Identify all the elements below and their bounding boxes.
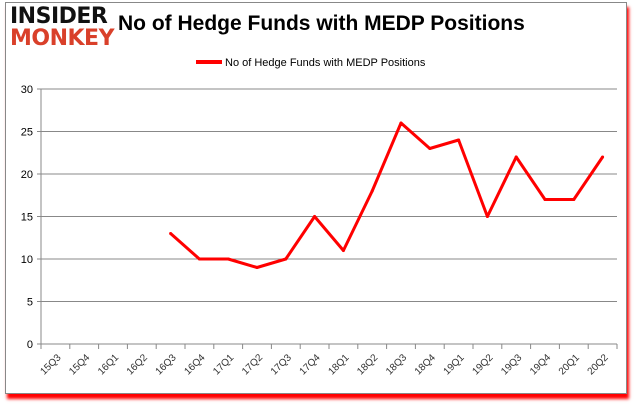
x-tick-label: 20Q2 [586, 352, 611, 377]
data-point [457, 138, 461, 142]
y-tick-label: 10 [21, 254, 33, 266]
x-tick-label: 15Q4 [67, 352, 92, 377]
x-tick-label: 15Q3 [38, 352, 63, 377]
data-point [601, 155, 605, 159]
x-tick-label: 16Q2 [125, 352, 150, 377]
series-line [169, 121, 604, 269]
y-tick-label: 0 [27, 339, 33, 351]
x-tick-label: 19Q2 [470, 352, 495, 377]
data-point [399, 121, 403, 125]
data-point [485, 215, 489, 218]
x-tick-label: 19Q1 [442, 352, 467, 377]
insider-monkey-logo: INSIDER MONKEY [10, 4, 115, 51]
data-point [255, 266, 259, 269]
x-tick-label: 19Q3 [499, 352, 524, 377]
x-tick-label: 16Q4 [182, 352, 207, 377]
logo-line2: MONKEY [10, 26, 115, 51]
x-tick-label: 17Q1 [211, 352, 236, 377]
logo-line1: INSIDER [10, 4, 108, 29]
y-tick-label: 15 [21, 212, 33, 224]
y-tick-label: 25 [21, 127, 33, 139]
x-tick-label: 17Q4 [298, 352, 323, 377]
x-tick-label: 18Q3 [384, 352, 409, 377]
x-tick-label: 20Q1 [557, 352, 582, 377]
x-tick-label: 16Q1 [96, 352, 121, 377]
x-tick-label: 18Q4 [413, 352, 438, 377]
data-point [514, 155, 518, 159]
x-tick-label: 19Q4 [528, 352, 553, 377]
x-tick-label: 17Q2 [240, 352, 265, 377]
x-tick-label: 17Q3 [269, 352, 294, 377]
x-tick-label: 18Q1 [326, 352, 351, 377]
chart-frame [5, 2, 627, 394]
x-tick-label: 18Q2 [355, 352, 380, 377]
legend-label: No of Hedge Funds with MEDP Positions [225, 57, 426, 69]
x-tick-label: 16Q3 [154, 352, 179, 377]
y-tick-label: 5 [27, 297, 33, 309]
data-point [543, 198, 547, 201]
data-point [284, 257, 288, 261]
y-tick-label: 20 [21, 169, 33, 181]
data-point [428, 147, 432, 150]
y-tick-label: 30 [21, 84, 33, 96]
data-point [370, 189, 374, 193]
data-point [197, 257, 201, 261]
data-point [169, 232, 173, 235]
chart-title: No of Hedge Funds with MEDP Positions [118, 12, 525, 35]
data-point [226, 257, 230, 261]
data-point [313, 215, 317, 218]
data-point [572, 198, 576, 201]
data-point [341, 249, 345, 252]
